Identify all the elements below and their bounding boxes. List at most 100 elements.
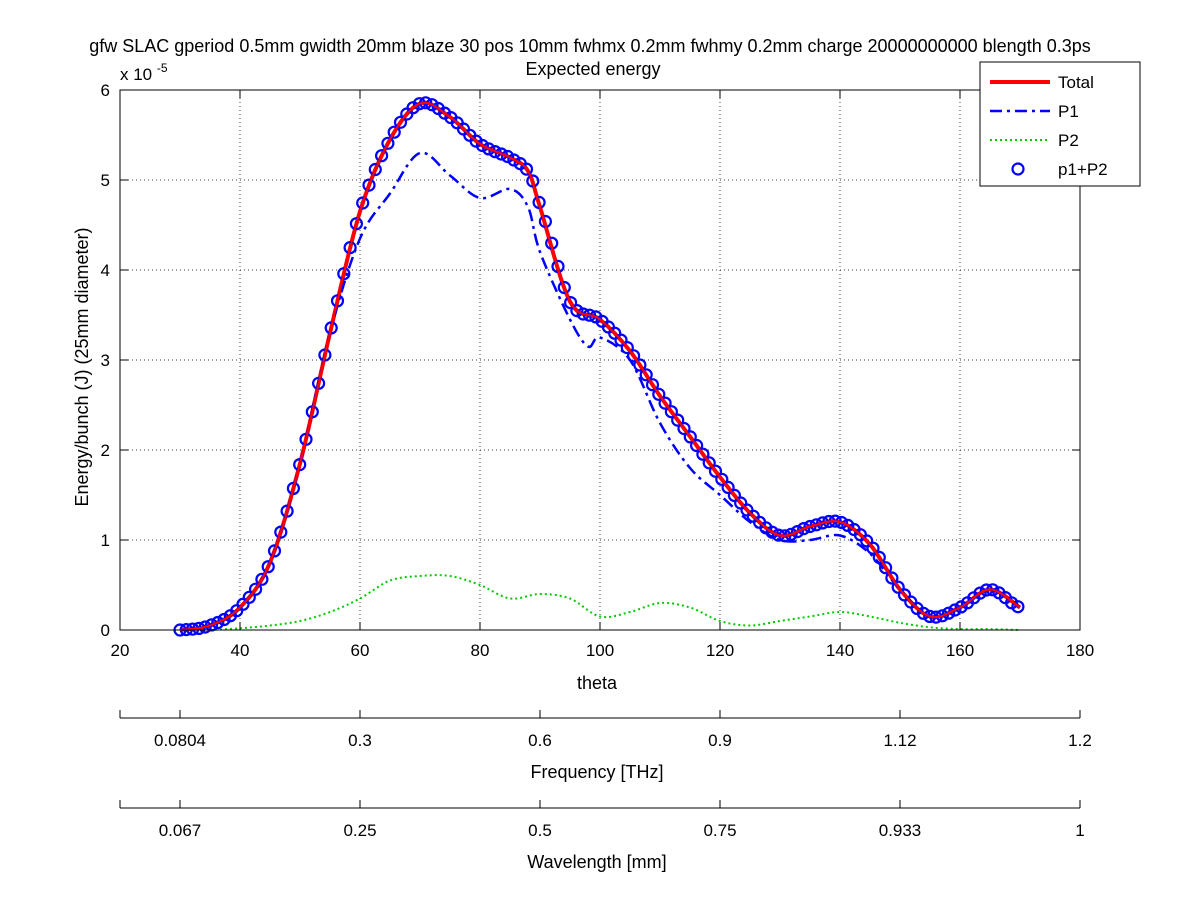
data-point-marker	[318, 348, 332, 362]
data-point-marker	[941, 606, 956, 620]
data-point-marker	[249, 582, 263, 596]
data-point-marker	[337, 267, 351, 281]
data-point-marker	[790, 524, 805, 539]
series-line-p2	[209, 574, 1021, 631]
data-point-marker	[393, 115, 408, 129]
x-tick-label: 80	[471, 641, 490, 660]
data-point-marker	[532, 195, 546, 209]
data-point-marker	[312, 376, 326, 390]
data-point-marker	[677, 421, 691, 436]
data-point-marker	[765, 525, 779, 539]
y-exponent-base: x 10	[120, 65, 152, 84]
data-point-marker	[809, 518, 823, 532]
x-tick-label: 60	[351, 641, 370, 660]
data-point-marker	[330, 294, 345, 308]
data-point-marker	[356, 196, 370, 210]
data-point-marker	[570, 304, 584, 318]
legend-label: P1	[1058, 102, 1079, 121]
data-point-marker	[482, 142, 496, 156]
data-point-marker	[664, 405, 679, 419]
secondary-tick-label: 1.2	[1068, 731, 1092, 750]
data-point-marker	[488, 145, 502, 159]
data-point-marker	[708, 464, 723, 478]
y-axis-label: Energy/bunch (J) (25mm diameter)	[72, 227, 92, 506]
secondary-tick-label: 0.6	[528, 731, 552, 750]
secondary-tick-label: 0.25	[343, 821, 376, 840]
data-point-marker	[803, 519, 817, 534]
secondary-axis-frequency: 0.0804 0.3 0.6 0.9 1.12 1.2 Frequency [THz]	[119, 710, 1092, 782]
legend-label: p1+P2	[1058, 160, 1108, 179]
legend-label: Total	[1058, 73, 1094, 92]
data-point-marker	[784, 527, 798, 541]
data-point-marker	[286, 481, 300, 495]
secondary-axis-wavelength: 0.067 0.25 0.5 0.75 0.933 1 Wavelength [mm]	[119, 800, 1085, 872]
data-point-marker	[689, 438, 704, 453]
secondary-tick-label: 0.067	[159, 821, 202, 840]
secondary-tick-label: 1	[1075, 821, 1084, 840]
x-tick-label: 40	[231, 641, 250, 660]
data-point-marker	[727, 488, 742, 502]
data-point-marker	[242, 590, 256, 604]
data-point-marker	[645, 378, 660, 392]
chart-title: gfw SLAC gperiod 0.5mm gwidth 20mm blaze…	[89, 36, 1091, 56]
data-point-marker	[349, 217, 363, 231]
data-point-marker	[267, 544, 282, 558]
secondary-tick-label: 1.12	[883, 731, 916, 750]
data-point-marker	[696, 447, 710, 461]
data-point-marker	[815, 516, 830, 530]
data-point-marker	[671, 413, 685, 427]
data-point-marker	[878, 561, 893, 575]
secondary-tick-label: 0.933	[879, 821, 922, 840]
data-point-marker	[557, 280, 571, 295]
x-axis-label: theta	[577, 673, 618, 693]
data-point-marker	[721, 480, 735, 494]
x-tick-label: 160	[946, 641, 974, 660]
legend-marker	[1011, 162, 1025, 176]
legend-entry: Total	[990, 73, 1094, 92]
chart-subtitle: Expected energy	[525, 59, 660, 79]
secondary-tick-label: 0.5	[528, 821, 552, 840]
y-exponent-label: x 10 -5	[120, 61, 168, 84]
data-point-marker	[872, 550, 886, 565]
plot-area: 20 40 60 80 100 120 140 160 180 0 1 2 3 4 5 6	[101, 81, 1095, 660]
data-point-marker	[255, 572, 269, 586]
y-tick-label: 6	[101, 81, 110, 100]
data-point-marker	[639, 368, 653, 382]
y-tick-label: 4	[101, 261, 110, 280]
data-point-marker	[973, 586, 987, 600]
y-tick-label: 5	[101, 171, 110, 190]
data-point-marker	[475, 138, 489, 153]
data-point-marker	[885, 571, 899, 585]
secondary-axis-label: Frequency [THz]	[530, 762, 663, 782]
data-point-marker	[519, 162, 534, 176]
secondary-tick-label: 0.9	[708, 731, 732, 750]
data-point-marker	[582, 308, 597, 322]
data-point-marker	[274, 525, 288, 539]
data-point-marker	[211, 615, 225, 630]
data-point-marker	[375, 149, 389, 163]
series-line-total-overlay	[179, 101, 1021, 631]
data-point-marker	[324, 321, 338, 335]
data-point-marker	[261, 560, 275, 574]
data-point-marker	[381, 136, 395, 150]
secondary-tick-label: 0.0804	[154, 731, 206, 750]
legend-entry: P1	[990, 102, 1079, 121]
data-point-marker	[834, 515, 849, 530]
data-point-marker	[293, 458, 307, 472]
legend-entry: p1+P2	[1011, 160, 1108, 179]
y-tick-label: 3	[101, 351, 110, 370]
x-tick-label: 180	[1066, 641, 1094, 660]
data-point-marker	[305, 405, 319, 419]
data-point-marker	[387, 125, 401, 139]
data-point-marker	[299, 432, 313, 446]
legend-entry: P2	[990, 131, 1079, 150]
y-tick-label: 0	[101, 621, 110, 640]
data-point-marker	[494, 147, 508, 161]
y-tick-label: 1	[101, 531, 110, 550]
x-tick-label: 140	[826, 641, 854, 660]
data-point-marker	[702, 456, 716, 470]
data-point-marker	[280, 504, 294, 518]
data-point-marker	[935, 609, 949, 623]
data-point-marker	[891, 580, 905, 594]
